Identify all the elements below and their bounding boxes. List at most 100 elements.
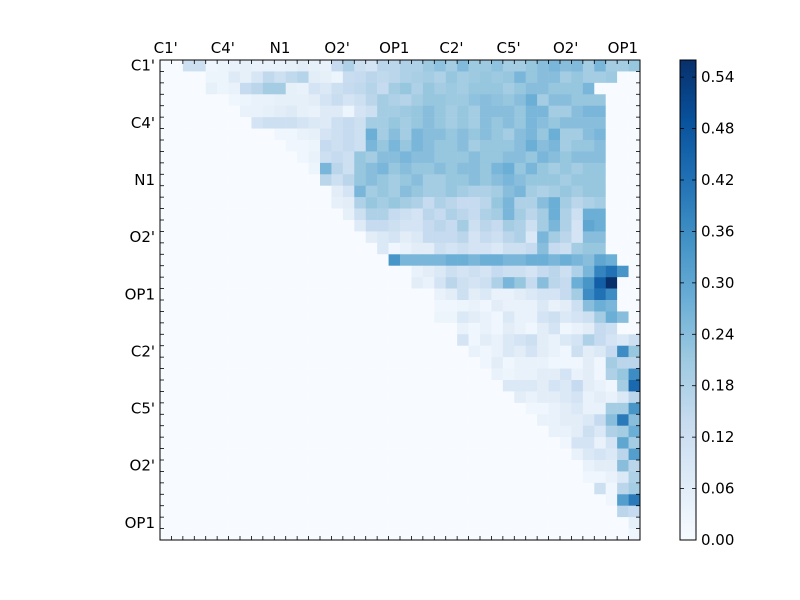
heatmap-cell — [251, 174, 264, 186]
heatmap-cell — [411, 162, 424, 175]
heatmap-cell — [308, 265, 321, 278]
heatmap-cell — [582, 140, 595, 152]
heatmap-cell — [182, 391, 195, 404]
heatmap-cell — [354, 528, 366, 541]
heatmap-cell — [525, 197, 538, 209]
heatmap-cell — [457, 208, 469, 221]
heatmap-cell — [514, 380, 526, 392]
heatmap-cell — [628, 162, 641, 175]
heatmap-cell — [502, 105, 515, 118]
heatmap-cell — [422, 482, 435, 495]
heatmap-cell — [480, 277, 492, 289]
heatmap-cell — [217, 368, 229, 381]
heatmap-cell — [445, 505, 458, 518]
heatmap-cell — [411, 494, 424, 506]
heatmap-cell — [502, 94, 515, 106]
heatmap-cell — [537, 448, 549, 461]
heatmap-cell — [502, 345, 515, 358]
heatmap-cell — [274, 288, 286, 301]
heatmap-cell — [365, 460, 378, 472]
heatmap-cell — [617, 380, 629, 392]
heatmap-cell — [262, 254, 275, 266]
heatmap-cell — [171, 197, 184, 209]
heatmap-cell — [594, 357, 606, 369]
heatmap-cell — [297, 231, 309, 244]
heatmap-cell — [537, 460, 549, 472]
heatmap-cell — [308, 517, 321, 529]
heatmap-cell — [297, 322, 309, 335]
heatmap-cell — [365, 197, 378, 209]
heatmap-cell — [480, 517, 492, 529]
heatmap-cell — [377, 231, 389, 244]
heatmap-cell — [411, 71, 424, 84]
heatmap-cell — [171, 117, 184, 129]
heatmap-cell — [342, 322, 355, 335]
heatmap-cell — [171, 414, 184, 426]
heatmap-cell — [594, 128, 606, 141]
heatmap-cell — [285, 345, 298, 358]
heatmap-cell — [617, 151, 629, 164]
heatmap-cell — [537, 311, 549, 324]
heatmap-cell — [525, 517, 538, 529]
heatmap-cell — [194, 140, 206, 152]
heatmap-cell — [400, 242, 412, 255]
heatmap-cell — [205, 162, 218, 175]
colorbar-tick-label: 0.18 — [701, 377, 734, 395]
heatmap-cell — [308, 345, 321, 358]
heatmap-cell — [617, 414, 629, 426]
heatmap-cell — [628, 311, 641, 324]
heatmap-cell — [194, 368, 206, 381]
heatmap-cell — [434, 505, 446, 518]
heatmap-cell — [537, 402, 549, 415]
heatmap-cell — [502, 197, 515, 209]
heatmap-cell — [594, 402, 606, 415]
heatmap-cell — [605, 242, 618, 255]
heatmap-cell — [285, 311, 298, 324]
heatmap-cell — [274, 528, 286, 541]
heatmap-cell — [240, 128, 252, 141]
heatmap-cell — [617, 71, 629, 84]
heatmap-cell — [217, 322, 229, 335]
colorbar-tick-label: 0.30 — [701, 274, 734, 292]
heatmap-cell — [422, 311, 435, 324]
heatmap-cell — [354, 322, 366, 335]
heatmap-cell — [548, 357, 561, 369]
heatmap-cell — [262, 208, 275, 221]
heatmap-cell — [342, 505, 355, 518]
heatmap-cell — [468, 471, 481, 484]
heatmap-cell — [320, 357, 332, 369]
heatmap-cell — [617, 505, 629, 518]
heatmap-cell — [171, 322, 184, 335]
heatmap-cell — [571, 345, 584, 358]
heatmap-cell — [514, 528, 526, 541]
heatmap-cell — [354, 414, 366, 426]
heatmap-cell — [205, 391, 218, 404]
heatmap-cell — [548, 185, 561, 198]
heatmap-cell — [468, 322, 481, 335]
heatmap-cell — [617, 311, 629, 324]
heatmap-cell — [194, 414, 206, 426]
heatmap-cell — [194, 71, 206, 84]
heatmap-cell — [582, 60, 595, 72]
heatmap-cell — [228, 162, 241, 175]
heatmap-cell — [502, 482, 515, 495]
heatmap-cell — [502, 220, 515, 232]
heatmap-cell — [548, 94, 561, 106]
heatmap-cell — [628, 448, 641, 461]
heatmap-cell — [171, 185, 184, 198]
heatmap-cell — [422, 345, 435, 358]
heatmap-cell — [502, 528, 515, 541]
heatmap-cell — [525, 162, 538, 175]
heatmap-cell — [560, 162, 572, 175]
x-tick-label: N1 — [270, 39, 291, 57]
heatmap-cell — [617, 322, 629, 335]
heatmap-cell — [365, 231, 378, 244]
heatmap-cell — [445, 414, 458, 426]
heatmap-cell — [582, 174, 595, 186]
heatmap-cell — [262, 448, 275, 461]
heatmap-cell — [354, 208, 366, 221]
heatmap-cell — [308, 242, 321, 255]
heatmap-cell — [365, 117, 378, 129]
heatmap-cell — [422, 208, 435, 221]
heatmap-cell — [365, 242, 378, 255]
